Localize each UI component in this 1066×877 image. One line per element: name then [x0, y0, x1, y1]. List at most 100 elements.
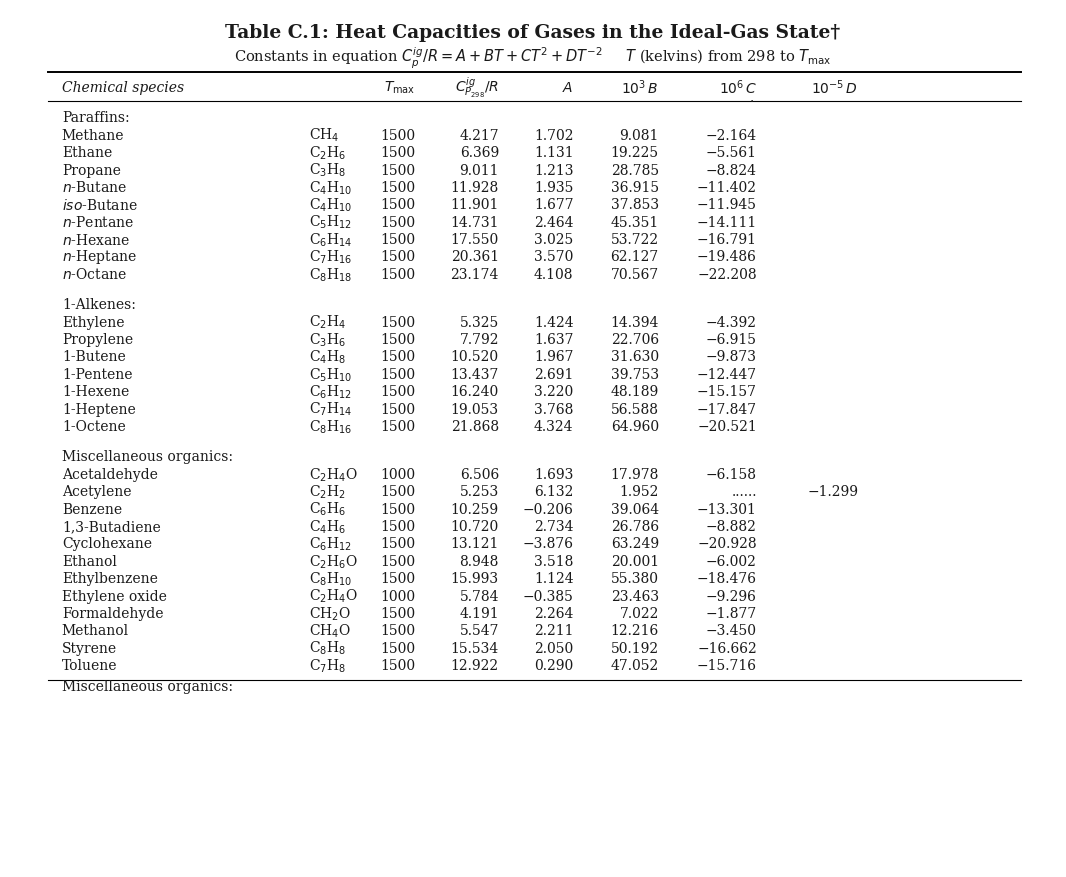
Text: 1-Pentene: 1-Pentene — [62, 367, 132, 381]
Text: 5.325: 5.325 — [459, 316, 499, 330]
Text: 7.022: 7.022 — [619, 606, 659, 620]
Text: −22.208: −22.208 — [697, 267, 757, 282]
Text: 21.868: 21.868 — [451, 419, 499, 433]
Text: CH$_4$O: CH$_4$O — [309, 622, 351, 639]
Text: Acetaldehyde: Acetaldehyde — [62, 467, 158, 481]
Text: 5.784: 5.784 — [459, 588, 499, 602]
Text: Ethylene: Ethylene — [62, 316, 125, 330]
Text: 1-Heptene: 1-Heptene — [62, 403, 135, 417]
Text: C$_2$H$_4$O: C$_2$H$_4$O — [309, 588, 358, 604]
Text: −20.521: −20.521 — [697, 419, 757, 433]
Text: 19.053: 19.053 — [451, 403, 499, 417]
Text: 3.768: 3.768 — [534, 403, 574, 417]
Text: 22.706: 22.706 — [611, 332, 659, 346]
Text: C$_4$H$_{10}$: C$_4$H$_{10}$ — [309, 196, 353, 214]
Text: 17.550: 17.550 — [451, 232, 499, 246]
Text: 1-Octene: 1-Octene — [62, 419, 126, 433]
Text: 1.967: 1.967 — [534, 350, 574, 364]
Text: 1500: 1500 — [381, 267, 416, 282]
Text: Paraffins:: Paraffins: — [62, 111, 129, 125]
Text: C$_2$H$_2$: C$_2$H$_2$ — [309, 483, 346, 501]
Text: 6.369: 6.369 — [459, 146, 499, 160]
Text: 53.722: 53.722 — [611, 232, 659, 246]
Text: −15.157: −15.157 — [697, 385, 757, 399]
Text: 3.570: 3.570 — [534, 250, 574, 264]
Text: 10.259: 10.259 — [451, 502, 499, 516]
Text: 1500: 1500 — [381, 641, 416, 655]
Text: C$_2$H$_4$O: C$_2$H$_4$O — [309, 466, 358, 483]
Text: 6.132: 6.132 — [534, 485, 574, 499]
Text: 50.192: 50.192 — [611, 641, 659, 655]
Text: 1.702: 1.702 — [534, 129, 574, 143]
Text: 63.249: 63.249 — [611, 537, 659, 551]
Text: 56.588: 56.588 — [611, 403, 659, 417]
Text: 4.191: 4.191 — [459, 606, 499, 620]
Text: 64.960: 64.960 — [611, 419, 659, 433]
Text: C$_7$H$_{14}$: C$_7$H$_{14}$ — [309, 401, 353, 417]
Text: C$_6$H$_{12}$: C$_6$H$_{12}$ — [309, 383, 352, 401]
Text: 1-Alkenes:: 1-Alkenes: — [62, 298, 135, 312]
Text: 1500: 1500 — [381, 198, 416, 212]
Text: 1500: 1500 — [381, 485, 416, 499]
Text: 1,3-Butadiene: 1,3-Butadiene — [62, 519, 161, 533]
Text: −2.164: −2.164 — [706, 129, 757, 143]
Text: 1500: 1500 — [381, 519, 416, 533]
Text: 1500: 1500 — [381, 606, 416, 620]
Text: Miscellaneous organics:: Miscellaneous organics: — [62, 680, 232, 694]
Text: Methane: Methane — [62, 129, 125, 143]
Text: 39.753: 39.753 — [611, 367, 659, 381]
Text: 1500: 1500 — [381, 350, 416, 364]
Text: −16.791: −16.791 — [697, 232, 757, 246]
Text: 2.264: 2.264 — [534, 606, 574, 620]
Text: ......: ...... — [731, 485, 757, 499]
Text: 2.050: 2.050 — [534, 641, 574, 655]
Text: 3.220: 3.220 — [534, 385, 574, 399]
Text: 1500: 1500 — [381, 419, 416, 433]
Text: Styrene: Styrene — [62, 641, 117, 655]
Text: 1500: 1500 — [381, 554, 416, 568]
Text: .: . — [749, 91, 754, 105]
Text: $n$-Pentane: $n$-Pentane — [62, 215, 134, 230]
Text: C$_4$H$_8$: C$_4$H$_8$ — [309, 348, 346, 366]
Text: 1.124: 1.124 — [534, 572, 574, 586]
Text: −3.876: −3.876 — [522, 537, 574, 551]
Text: 11.928: 11.928 — [451, 181, 499, 195]
Text: −4.392: −4.392 — [706, 316, 757, 330]
Text: 1500: 1500 — [381, 163, 416, 177]
Text: C$_2$H$_6$: C$_2$H$_6$ — [309, 145, 346, 161]
Text: Miscellaneous organics:: Miscellaneous organics: — [62, 450, 232, 464]
Text: C$_5$H$_{12}$: C$_5$H$_{12}$ — [309, 214, 352, 232]
Text: C$_8$H$_8$: C$_8$H$_8$ — [309, 639, 346, 657]
Text: −8.824: −8.824 — [706, 163, 757, 177]
Text: Propane: Propane — [62, 163, 120, 177]
Text: 5.547: 5.547 — [459, 624, 499, 638]
Text: C$_8$H$_{10}$: C$_8$H$_{10}$ — [309, 570, 353, 588]
Text: −9.873: −9.873 — [706, 350, 757, 364]
Text: C$_5$H$_{10}$: C$_5$H$_{10}$ — [309, 366, 353, 383]
Text: −1.299: −1.299 — [807, 485, 858, 499]
Text: 1.952: 1.952 — [619, 485, 659, 499]
Text: 1.213: 1.213 — [534, 163, 574, 177]
Text: Methanol: Methanol — [62, 624, 129, 638]
Text: 1500: 1500 — [381, 129, 416, 143]
Text: 9.081: 9.081 — [619, 129, 659, 143]
Text: −18.476: −18.476 — [697, 572, 757, 586]
Text: 9.011: 9.011 — [459, 163, 499, 177]
Text: 62.127: 62.127 — [611, 250, 659, 264]
Text: 45.351: 45.351 — [611, 216, 659, 230]
Text: C$_3$H$_8$: C$_3$H$_8$ — [309, 161, 346, 179]
Text: $10^6\,C$: $10^6\,C$ — [718, 78, 757, 97]
Text: 37.853: 37.853 — [611, 198, 659, 212]
Text: −9.296: −9.296 — [706, 588, 757, 602]
Text: 1.637: 1.637 — [534, 332, 574, 346]
Text: 6.506: 6.506 — [459, 467, 499, 481]
Text: 12.922: 12.922 — [451, 659, 499, 673]
Text: 1.131: 1.131 — [534, 146, 574, 160]
Text: C$_4$H$_6$: C$_4$H$_6$ — [309, 517, 346, 535]
Text: 1.935: 1.935 — [534, 181, 574, 195]
Text: 1500: 1500 — [381, 146, 416, 160]
Text: Ethylbenzene: Ethylbenzene — [62, 572, 158, 586]
Text: 20.361: 20.361 — [451, 250, 499, 264]
Text: −5.561: −5.561 — [706, 146, 757, 160]
Text: $10^3\,B$: $10^3\,B$ — [621, 78, 659, 97]
